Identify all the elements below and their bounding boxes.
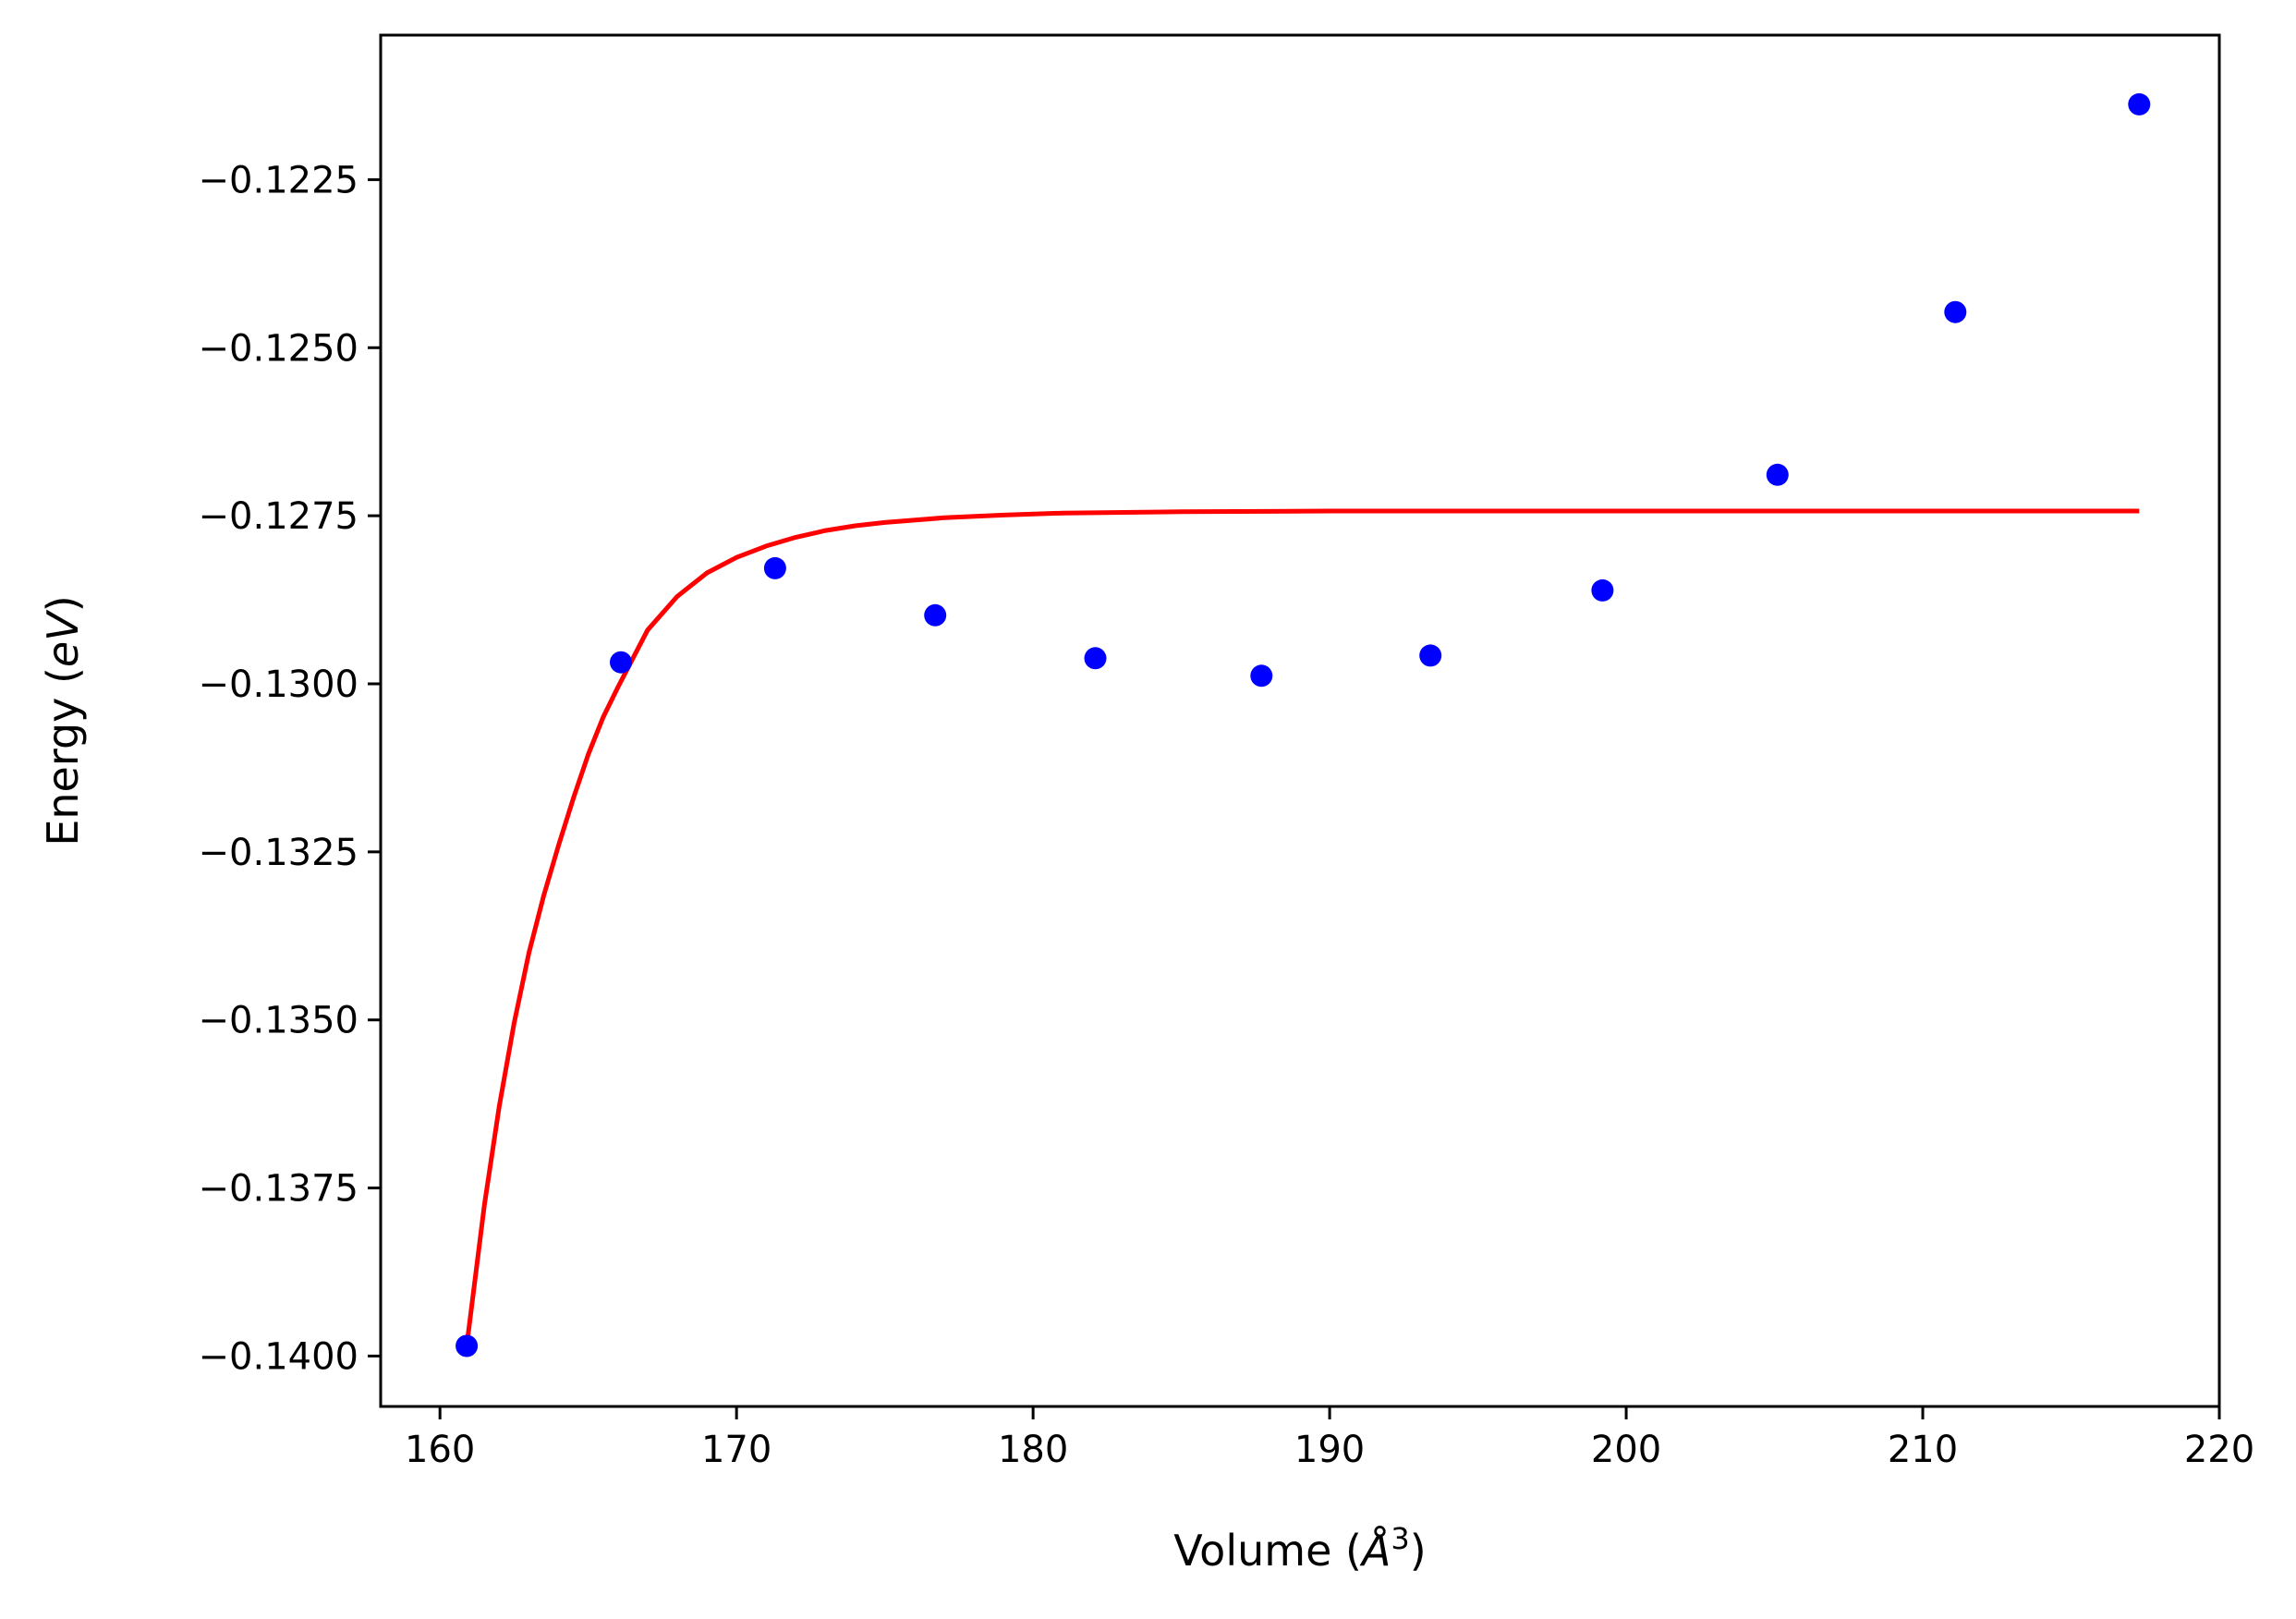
- y-axis-label-suffix: ): [38, 595, 88, 612]
- y-tick-label: −0.1325: [199, 832, 358, 874]
- y-tick-label: −0.1350: [199, 1000, 358, 1042]
- data-point: [2128, 92, 2151, 116]
- y-tick-label: −0.1275: [199, 495, 358, 538]
- fit-curve: [464, 508, 2140, 1346]
- x-tick-label: 220: [2184, 1429, 2254, 1471]
- y-tick-label: −0.1225: [199, 159, 358, 201]
- x-axis-label-prefix: Volume (: [1173, 1526, 1362, 1576]
- data-point: [1591, 578, 1614, 602]
- data-point: [610, 651, 632, 674]
- y-axis-label-prefix: Energy (: [38, 667, 88, 846]
- y-axis-label: Energy (eV): [38, 595, 88, 846]
- x-tick-label: 170: [701, 1429, 771, 1471]
- x-axis: 160 170 180 190 200 210 220: [405, 1406, 2254, 1471]
- x-tick-label: 180: [998, 1429, 1068, 1471]
- x-axis-label-symbol: Å: [1359, 1526, 1391, 1576]
- y-axis-label-unit: eV: [38, 609, 88, 667]
- x-axis-label: Volume (Å3): [1173, 1521, 1426, 1576]
- y-tick-label: −0.1375: [199, 1168, 358, 1211]
- data-point: [924, 603, 947, 627]
- x-tick-label: 160: [405, 1429, 475, 1471]
- y-tick-label: −0.1400: [199, 1335, 358, 1378]
- data-point: [1419, 644, 1442, 667]
- y-tick-label: −0.1250: [199, 327, 358, 370]
- x-tick-label: 190: [1294, 1429, 1365, 1471]
- data-point: [1084, 647, 1107, 670]
- y-tick-label: −0.1300: [199, 663, 358, 706]
- x-tick-label: 210: [1888, 1429, 1958, 1471]
- y-axis: −0.1400 −0.1375 −0.1350 −0.1325 −0.1300 −0.12…: [199, 159, 381, 1378]
- x-axis-label-power: 3: [1391, 1521, 1409, 1556]
- data-point: [1250, 664, 1273, 688]
- data-point: [1766, 463, 1789, 486]
- data-point: [1944, 300, 1967, 323]
- x-axis-label-suffix: ): [1410, 1526, 1427, 1576]
- data-point: [763, 556, 786, 579]
- x-tick-label: 200: [1591, 1429, 1661, 1471]
- axes-frame: [379, 33, 2221, 1408]
- data-point: [456, 1334, 479, 1357]
- plot-area: [456, 92, 2151, 1357]
